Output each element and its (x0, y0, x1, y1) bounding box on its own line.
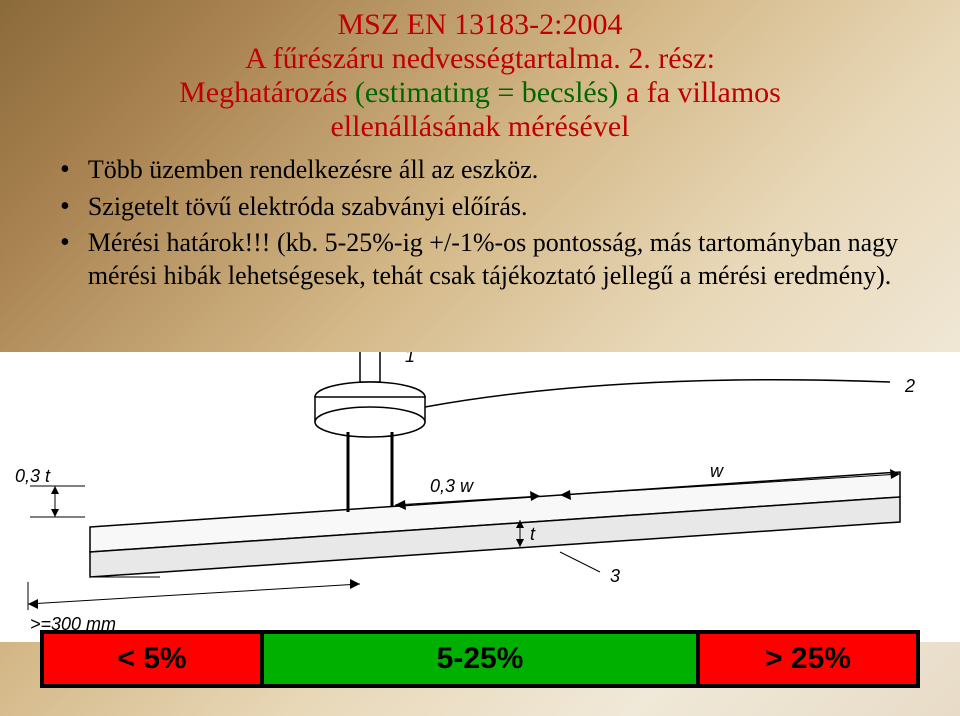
standard-desc-line1: Meghatározás (estimating = becslés) a fa… (0, 76, 960, 110)
diagram-label-03t: 0,3 t (15, 466, 51, 486)
diagram-label-03w: 0,3 w (430, 476, 474, 496)
diagram-label-3: 3 (610, 566, 620, 586)
desc-post: a fa villamos (618, 76, 780, 109)
technical-diagram: 2 1 0,3 t 0,3 w w t >=300 mm 3 (0, 352, 960, 642)
standard-title: A fűrészáru nedvességtartalma. 2. rész: (0, 42, 960, 76)
bullet-icon: • (60, 193, 70, 221)
desc-green: (estimating = becslés) (355, 76, 619, 109)
diagram-label-1: 1 (405, 352, 415, 366)
bullet-icon: • (60, 156, 70, 184)
range-low: < 5% (42, 632, 262, 686)
list-item: • Több üzemben rendelkezésre áll az eszk… (60, 154, 920, 187)
diagram-label-w: w (710, 461, 724, 481)
list-item: • Mérési határok!!! (kb. 5-25%-ig +/-1%-… (60, 227, 920, 292)
standard-desc-line2: ellenállásának mérésével (0, 110, 960, 144)
range-ok: 5-25% (262, 632, 698, 686)
bullet-list: • Több üzemben rendelkezésre áll az eszk… (0, 144, 960, 292)
bullet-icon: • (60, 229, 70, 257)
range-high: > 25% (698, 632, 918, 686)
bullet-text-3: Mérési határok!!! (kb. 5-25%-ig +/-1%-os… (88, 227, 920, 292)
moisture-range-bar: < 5% 5-25% > 25% (40, 630, 920, 688)
desc-pre: Meghatározás (179, 76, 355, 109)
bullet-text-1: Több üzemben rendelkezésre áll az eszköz… (88, 154, 538, 187)
list-item: • Szigetelt tövű elektróda szabványi elő… (60, 191, 920, 224)
diagram-label-2: 2 (904, 376, 915, 396)
standard-code: MSZ EN 13183-2:2004 (0, 8, 960, 42)
bullet-text-2: Szigetelt tövű elektróda szabványi előír… (88, 191, 528, 224)
